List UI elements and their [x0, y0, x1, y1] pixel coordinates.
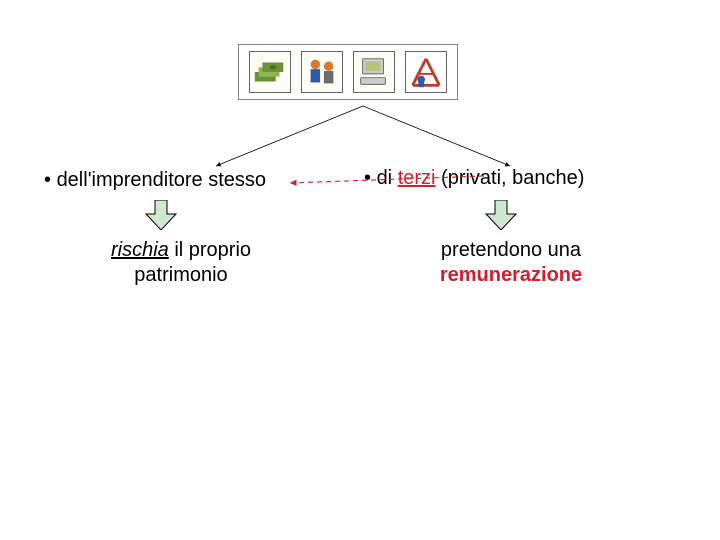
left-result-rest-1: il proprio [169, 239, 251, 261]
bullet-mark: • [44, 169, 57, 191]
right-result-highlight: remunerazione [440, 264, 582, 286]
resources-icon-box [238, 44, 458, 100]
crane-bridge-icon [405, 51, 447, 93]
right-bullet-highlight: terzi [398, 167, 436, 189]
left-bullet: • dell'imprenditore stesso [44, 168, 266, 193]
down-arrow-left [144, 200, 178, 230]
left-result-highlight: rischia [111, 239, 169, 261]
left-result-rest-2: patrimonio [134, 264, 227, 286]
left-bullet-text: dell'imprenditore stesso [57, 169, 266, 191]
right-result: pretendono una remunerazione [416, 238, 606, 288]
computer-icon [353, 51, 395, 93]
right-bullet: • di terzi (privati, banche) [364, 166, 584, 191]
right-result-line1: pretendono una [441, 239, 581, 261]
workers-icon [301, 51, 343, 93]
bullet-mark: • [364, 167, 377, 189]
money-stack-icon [249, 51, 291, 93]
down-arrow-right [484, 200, 518, 230]
left-result: rischia il proprio patrimonio [86, 238, 276, 288]
dashed-link [0, 0, 720, 260]
right-bullet-after: (privati, banche) [435, 167, 584, 189]
right-bullet-before: di [377, 167, 398, 189]
